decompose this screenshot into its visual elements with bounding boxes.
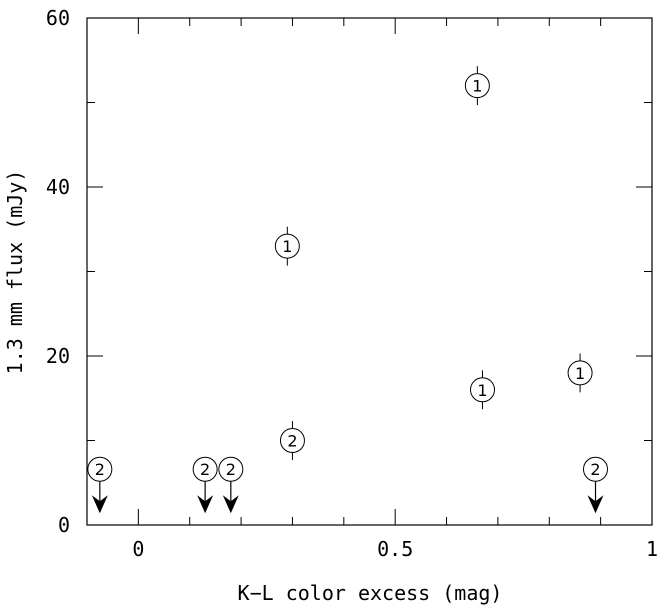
y-tick-label: 40 bbox=[46, 175, 70, 199]
y-axis-label: 1.3 mm flux (mJy) bbox=[3, 170, 27, 375]
point-circle bbox=[464, 73, 490, 99]
data-point: 1 bbox=[464, 66, 490, 106]
point-label: 2 bbox=[200, 460, 210, 479]
point-label: 2 bbox=[590, 460, 600, 479]
point-label: 2 bbox=[287, 432, 297, 451]
tick-label-group: 0 0.5 1 0 20 40 60 bbox=[46, 6, 658, 561]
data-point: 2 bbox=[279, 421, 305, 460]
x-axis-label: K−L color excess (mag) bbox=[238, 581, 503, 605]
point-circle bbox=[567, 360, 593, 386]
upper-limit-arrow-head bbox=[222, 495, 239, 514]
y-tick-label: 60 bbox=[46, 6, 70, 30]
point-circle bbox=[470, 377, 495, 403]
point-label: 1 bbox=[472, 77, 482, 96]
x-tick-label: 0.5 bbox=[377, 537, 413, 561]
upper-limit-point: 2 bbox=[218, 456, 244, 514]
y-tick-label: 20 bbox=[46, 344, 70, 368]
point-circle bbox=[279, 428, 305, 453]
x-tick-label: 1 bbox=[646, 537, 658, 561]
point-label: 1 bbox=[575, 364, 585, 383]
y-tick-label: 0 bbox=[58, 513, 70, 537]
upper-limit-point: 2 bbox=[192, 456, 218, 514]
plot-frame bbox=[86, 17, 653, 526]
upper-limit-arrow-head bbox=[197, 495, 214, 514]
x-tick-label: 0 bbox=[132, 537, 144, 561]
point-label: 2 bbox=[226, 460, 236, 479]
point-label: 1 bbox=[477, 381, 487, 400]
data-point: 1 bbox=[274, 226, 300, 266]
upper-limit-point: 2 bbox=[87, 456, 113, 514]
point-label: 1 bbox=[282, 237, 292, 256]
upper-limit-point: 2 bbox=[583, 456, 608, 514]
data-point: 1 bbox=[567, 353, 593, 393]
data-point: 1 bbox=[470, 370, 495, 410]
tick-group bbox=[86, 17, 653, 526]
upper-limit-arrow-head bbox=[91, 495, 108, 514]
point-circle bbox=[274, 233, 300, 259]
point-label: 2 bbox=[95, 460, 105, 479]
upper-limit-arrow-head bbox=[587, 495, 604, 514]
